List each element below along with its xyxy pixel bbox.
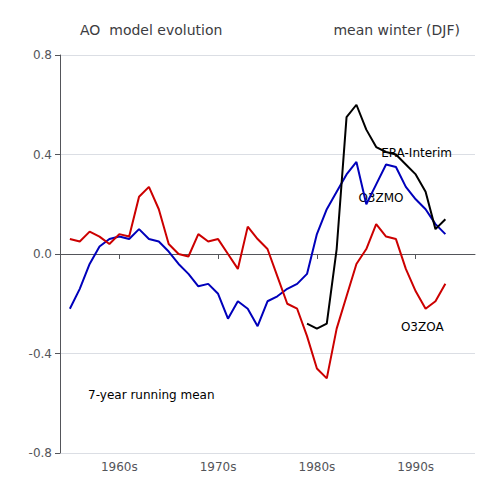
svg-text:0.0: 0.0 [33,247,52,261]
svg-text:7-year running mean: 7-year running mean [88,388,215,402]
svg-text:-0.8: -0.8 [29,446,52,460]
svg-text:ERA-Interim: ERA-Interim [381,146,452,161]
svg-text:1970s: 1970s [200,460,237,474]
svg-text:0.4: 0.4 [33,148,52,162]
svg-text:-0.4: -0.4 [29,347,52,361]
svg-text:O3ZOA: O3ZOA [401,320,445,334]
svg-text:mean winter (DJF): mean winter (DJF) [333,22,460,38]
svg-text:0.8: 0.8 [33,48,52,62]
svg-text:1990s: 1990s [397,460,434,474]
svg-text:AO model evolution: AO model evolution [80,22,222,38]
svg-text:O3ZMO: O3ZMO [358,191,404,206]
svg-text:1960s: 1960s [101,460,138,474]
svg-text:1980s: 1980s [299,460,336,474]
